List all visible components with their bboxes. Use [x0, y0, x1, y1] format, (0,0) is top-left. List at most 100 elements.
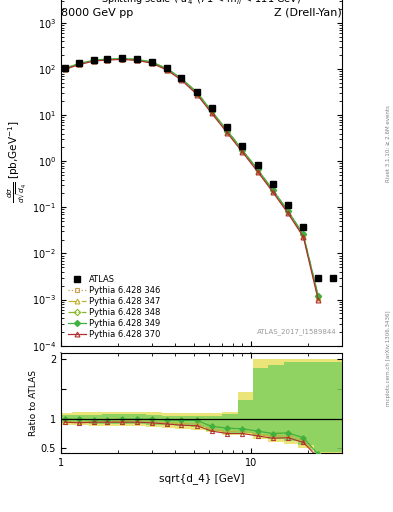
Pythia 6.428 346: [270, 188, 275, 194]
Pythia 6.428 346: [77, 61, 82, 67]
Pythia 6.428 349: [134, 56, 139, 62]
Line: ATLAS: ATLAS: [62, 55, 336, 281]
Pythia 6.428 348: [92, 57, 97, 63]
Pythia 6.428 348: [240, 147, 245, 153]
Pythia 6.428 349: [209, 108, 214, 114]
Pythia 6.428 349: [301, 231, 306, 238]
Pythia 6.428 349: [225, 127, 230, 134]
Pythia 6.428 347: [316, 294, 321, 301]
Pythia 6.428 346: [195, 91, 200, 97]
ATLAS: [195, 89, 200, 95]
Line: Pythia 6.428 347: Pythia 6.428 347: [62, 57, 321, 300]
ATLAS: [301, 224, 306, 230]
ATLAS: [164, 65, 169, 71]
Pythia 6.428 349: [195, 90, 200, 96]
Pythia 6.428 370: [92, 58, 97, 64]
Pythia 6.428 347: [149, 59, 154, 66]
Pythia 6.428 370: [179, 77, 184, 83]
Y-axis label: Ratio to ATLAS: Ratio to ATLAS: [29, 370, 38, 436]
Pythia 6.428 346: [134, 57, 139, 63]
Pythia 6.428 346: [105, 57, 110, 63]
ATLAS: [149, 58, 154, 65]
ATLAS: [120, 55, 125, 61]
Pythia 6.428 349: [62, 65, 67, 71]
Pythia 6.428 370: [225, 130, 230, 136]
ATLAS: [105, 56, 110, 62]
Pythia 6.428 348: [255, 166, 260, 173]
ATLAS: [62, 65, 67, 71]
ATLAS: [255, 161, 260, 167]
Pythia 6.428 349: [149, 59, 154, 65]
Pythia 6.428 349: [240, 147, 245, 153]
Pythia 6.428 347: [62, 66, 67, 72]
Pythia 6.428 370: [120, 56, 125, 62]
Pythia 6.428 348: [301, 231, 306, 238]
Pythia 6.428 346: [149, 59, 154, 66]
Pythia 6.428 348: [270, 187, 275, 193]
Pythia 6.428 349: [164, 66, 169, 72]
Text: 8000 GeV pp: 8000 GeV pp: [61, 8, 133, 18]
Pythia 6.428 346: [301, 233, 306, 239]
Pythia 6.428 346: [92, 58, 97, 64]
Pythia 6.428 348: [149, 59, 154, 65]
ATLAS: [270, 181, 275, 187]
Pythia 6.428 349: [92, 57, 97, 63]
Pythia 6.428 370: [270, 189, 275, 195]
Pythia 6.428 370: [240, 149, 245, 155]
Pythia 6.428 347: [225, 129, 230, 135]
X-axis label: sqrt{d_4} [GeV]: sqrt{d_4} [GeV]: [159, 474, 244, 484]
Pythia 6.428 370: [301, 233, 306, 240]
Pythia 6.428 348: [77, 60, 82, 67]
Pythia 6.428 346: [255, 167, 260, 174]
ATLAS: [240, 143, 245, 150]
Pythia 6.428 370: [149, 60, 154, 66]
Pythia 6.428 349: [77, 60, 82, 67]
Pythia 6.428 346: [62, 66, 67, 72]
Pythia 6.428 370: [195, 92, 200, 98]
Pythia 6.428 348: [225, 127, 230, 134]
Pythia 6.428 370: [77, 61, 82, 68]
Pythia 6.428 370: [105, 57, 110, 63]
Pythia 6.428 347: [255, 167, 260, 174]
Line: Pythia 6.428 346: Pythia 6.428 346: [62, 57, 321, 300]
Pythia 6.428 370: [255, 168, 260, 175]
Pythia 6.428 347: [120, 56, 125, 62]
Pythia 6.428 349: [270, 187, 275, 193]
Pythia 6.428 348: [120, 55, 125, 61]
Pythia 6.428 370: [316, 296, 321, 303]
Text: Rivet 3.1.10; ≥ 2.6M events: Rivet 3.1.10; ≥ 2.6M events: [386, 105, 391, 182]
ATLAS: [225, 124, 230, 130]
Pythia 6.428 370: [286, 210, 290, 216]
Pythia 6.428 348: [164, 66, 169, 72]
Line: Pythia 6.428 370: Pythia 6.428 370: [62, 57, 321, 302]
Pythia 6.428 346: [120, 56, 125, 62]
Pythia 6.428 346: [240, 148, 245, 154]
ATLAS: [77, 60, 82, 66]
Text: mcplots.cern.ch [arXiv:1306.3436]: mcplots.cern.ch [arXiv:1306.3436]: [386, 311, 391, 406]
Line: Pythia 6.428 349: Pythia 6.428 349: [63, 56, 320, 298]
Text: Splitting scale $\sqrt{d_4}$ (71 < m$_{ll}$ < 111 GeV): Splitting scale $\sqrt{d_4}$ (71 < m$_{l…: [101, 0, 302, 7]
Pythia 6.428 349: [120, 55, 125, 61]
Pythia 6.428 349: [255, 166, 260, 173]
Pythia 6.428 348: [62, 65, 67, 71]
Pythia 6.428 370: [134, 57, 139, 63]
Pythia 6.428 347: [301, 233, 306, 239]
Pythia 6.428 347: [164, 67, 169, 73]
ATLAS: [134, 56, 139, 62]
ATLAS: [316, 274, 321, 281]
Pythia 6.428 370: [62, 66, 67, 72]
Pythia 6.428 347: [286, 209, 290, 215]
Y-axis label: $\frac{d\sigma}{d\sqrt{d_4}}$ [pb,GeV$^{-1}$]: $\frac{d\sigma}{d\sqrt{d_4}}$ [pb,GeV$^{…: [6, 120, 29, 203]
Text: ATLAS_2017_I1589844: ATLAS_2017_I1589844: [257, 328, 336, 334]
Pythia 6.428 348: [134, 56, 139, 62]
Pythia 6.428 347: [77, 61, 82, 67]
Pythia 6.428 346: [179, 76, 184, 82]
Pythia 6.428 347: [240, 148, 245, 154]
Pythia 6.428 348: [105, 56, 110, 62]
Pythia 6.428 348: [209, 108, 214, 114]
Pythia 6.428 349: [286, 208, 290, 214]
Legend: ATLAS, Pythia 6.428 346, Pythia 6.428 347, Pythia 6.428 348, Pythia 6.428 349, P: ATLAS, Pythia 6.428 346, Pythia 6.428 34…: [65, 272, 163, 342]
Pythia 6.428 347: [179, 76, 184, 82]
Pythia 6.428 346: [225, 129, 230, 135]
Pythia 6.428 349: [105, 56, 110, 62]
